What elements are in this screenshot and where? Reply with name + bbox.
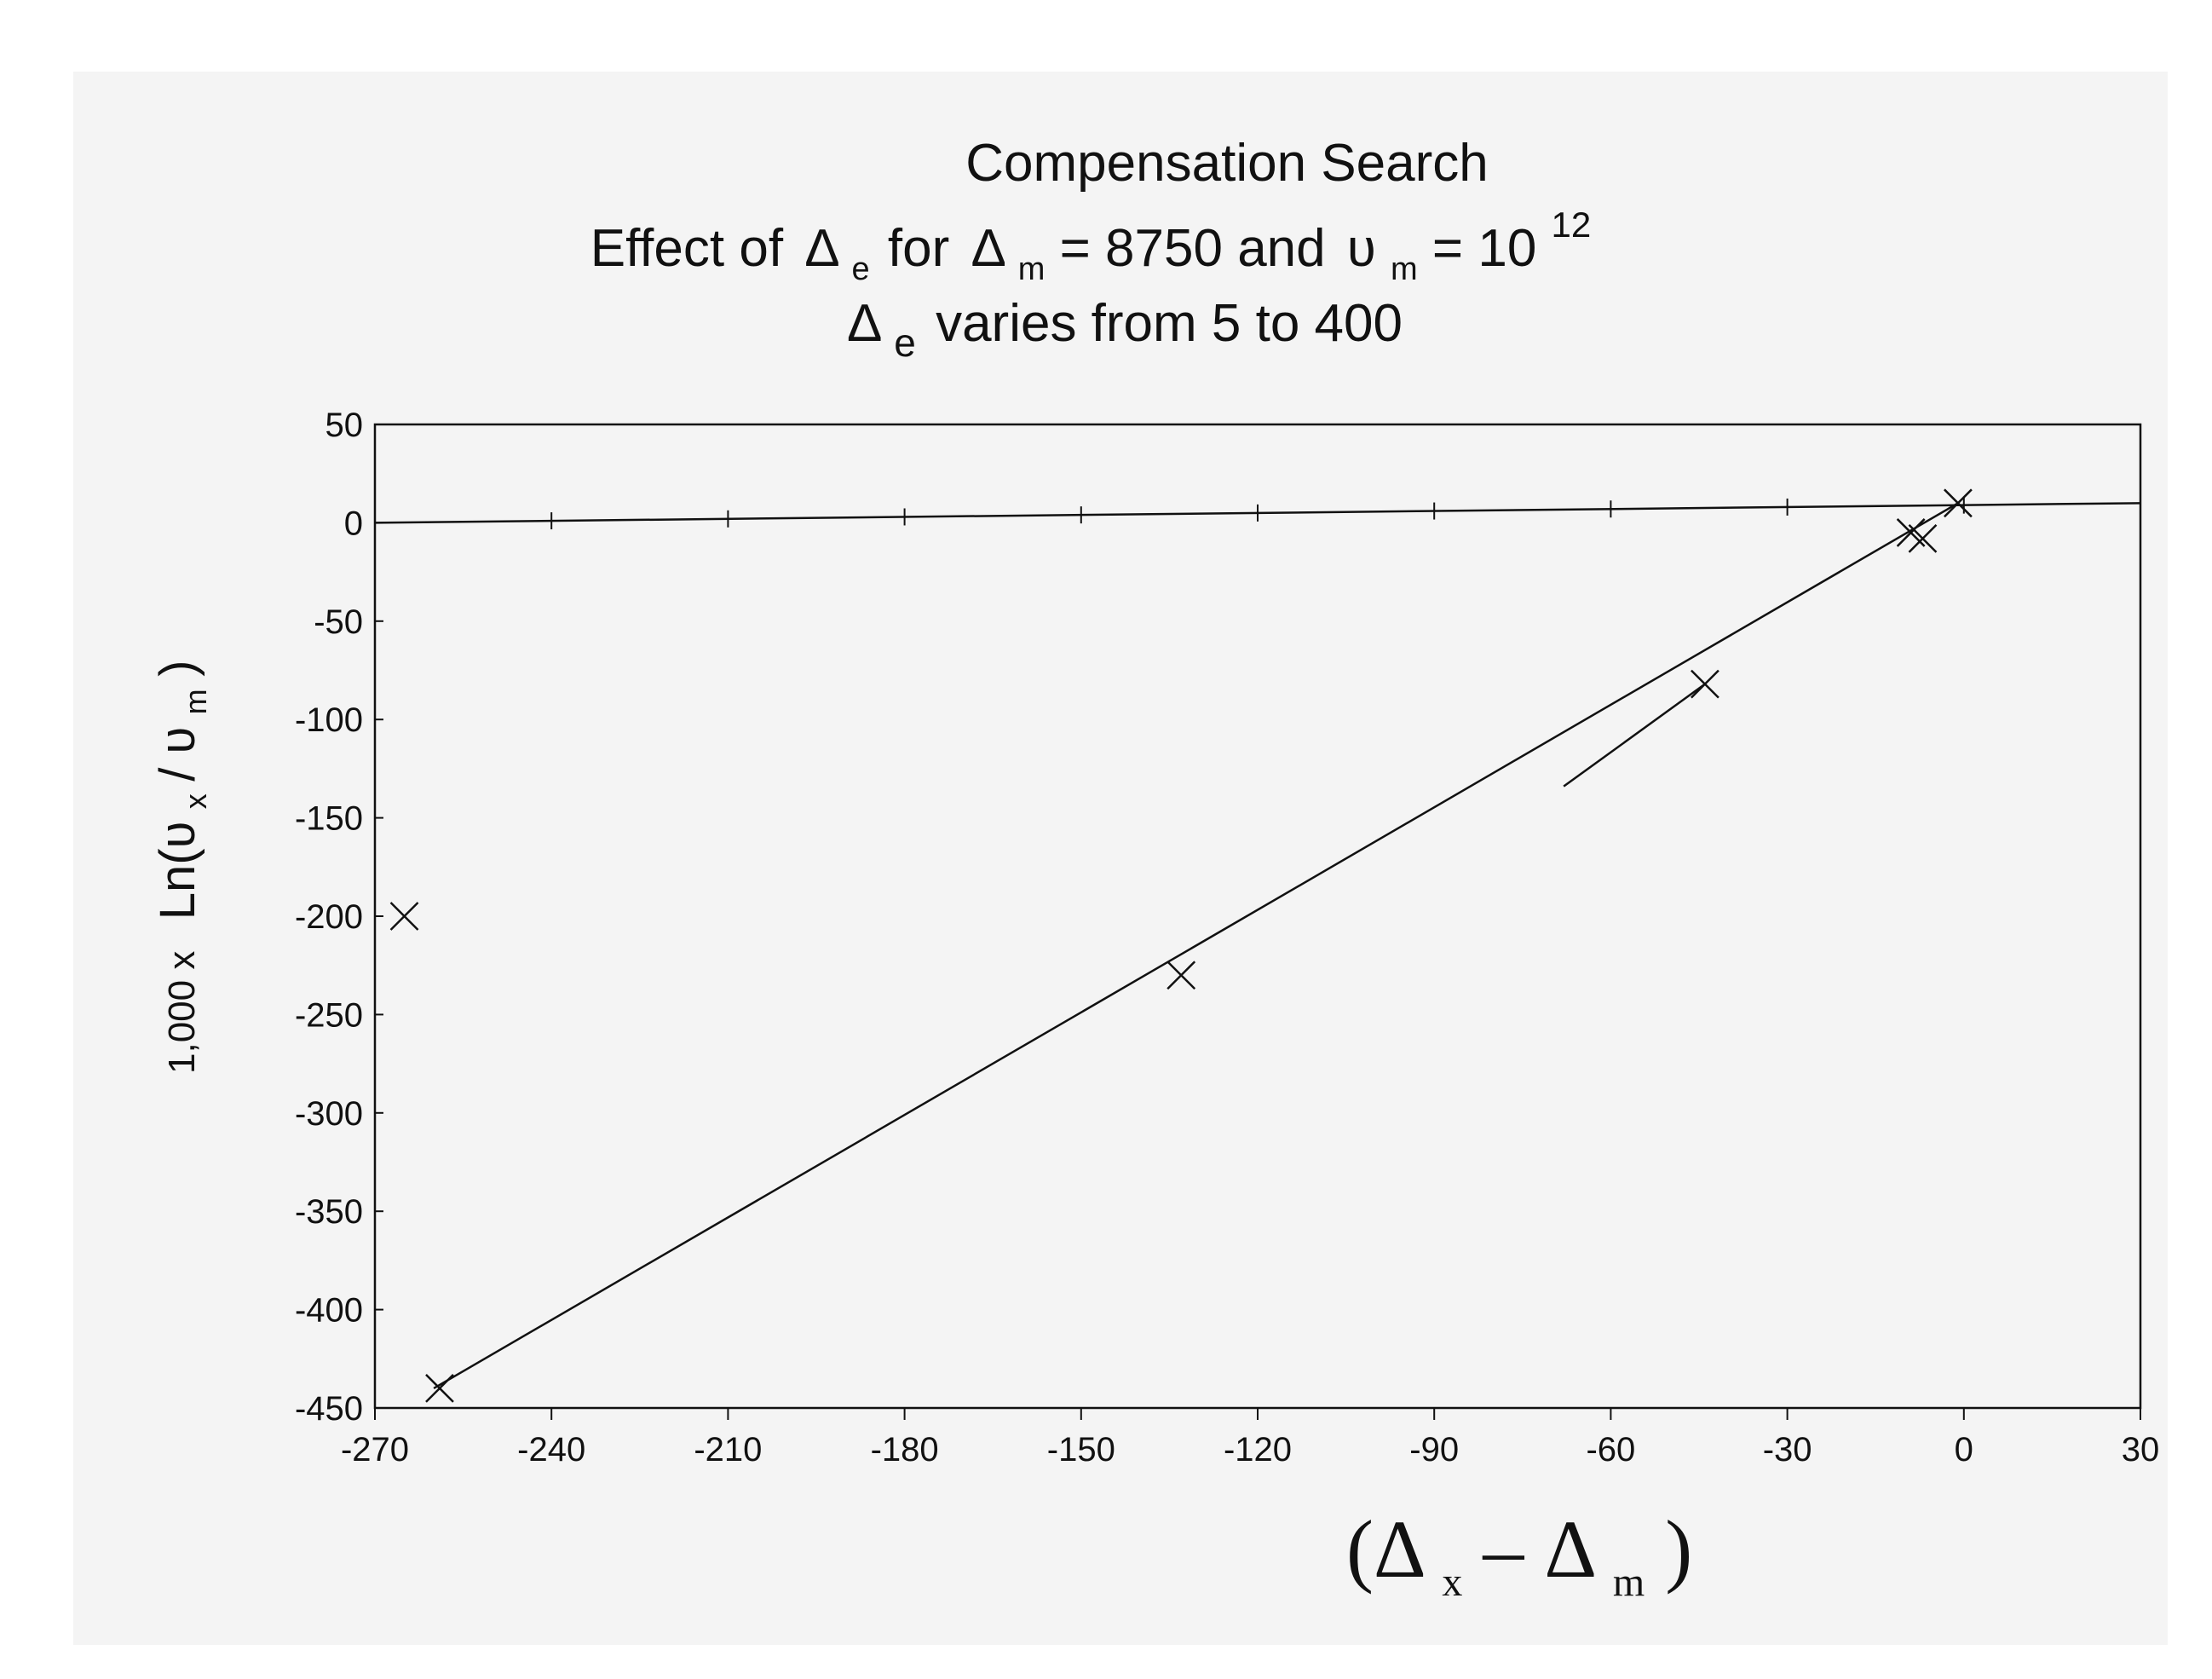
ylabel-ln: Ln(υ	[150, 822, 205, 920]
y-tick-label: -400	[295, 1292, 363, 1330]
markers	[389, 488, 1973, 1403]
data-point-stroke	[1896, 518, 1926, 547]
y-axis-label: 1,000 x Ln(υ x / υ m )	[150, 661, 216, 1074]
x-tick-label: 0	[1955, 1431, 1973, 1468]
x-tick-label: -270	[341, 1431, 409, 1468]
y-tick-label: 50	[325, 407, 364, 444]
plot-area	[373, 423, 2142, 1410]
x-tick-label: -180	[871, 1431, 939, 1468]
y-tick-label: -100	[295, 701, 363, 739]
subtitle-sub-e: e	[852, 251, 870, 287]
y-tick-label: -350	[295, 1193, 363, 1231]
subtitle2-delta: Δ	[847, 294, 881, 353]
subtitle-delta-m: Δ	[971, 219, 1005, 278]
subtitle-sup: 12	[1552, 205, 1592, 245]
data-point-stroke	[389, 902, 419, 931]
data-point-stroke	[1908, 523, 1938, 553]
subtitle-sub-m: m	[1018, 251, 1046, 287]
subtitle-upsilon: υ	[1347, 219, 1376, 278]
chart-title: Compensation Search	[965, 134, 1488, 193]
data-point	[389, 902, 419, 931]
subtitle-delta-e: Δ	[804, 219, 838, 278]
data-point	[1908, 523, 1938, 553]
lines	[374, 496, 2141, 1390]
y-tick-label: -150	[295, 800, 363, 838]
ylabel-sub-x: x	[178, 793, 213, 809]
x-ticks: -270 -240 -210 -180 -150 -120 -90 -60 -30 0 30	[341, 1408, 2159, 1468]
ylabel-prefix: 1,000 x	[161, 951, 203, 1074]
data-point-stroke	[1944, 488, 1973, 518]
subtitle-eq2: = 10	[1432, 219, 1536, 278]
data-point-stroke	[1166, 961, 1196, 990]
y-tick-label: -50	[314, 603, 363, 641]
ylabel-close: )	[150, 661, 205, 677]
data-point	[1166, 961, 1196, 990]
xlabel-mid: – Δ	[1482, 1503, 1594, 1595]
x-tick-label: -90	[1409, 1431, 1459, 1468]
xlabel-open: (Δ	[1346, 1503, 1424, 1595]
y-tick-label: -200	[295, 898, 363, 936]
x-tick-label: -240	[517, 1431, 585, 1468]
chart-subtitle-2: Δ e varies from 5 to 400	[847, 294, 1403, 368]
data-point	[425, 1374, 454, 1403]
y-tick-label: -450	[295, 1390, 363, 1428]
ylabel-slash: / υ	[150, 727, 205, 782]
ylabel-sub-m: m	[178, 689, 213, 714]
x-tick-label: -150	[1047, 1431, 1115, 1468]
subtitle-sub-m2: m	[1391, 251, 1418, 287]
xlabel-sub-x: x	[1442, 1560, 1462, 1605]
data-point-stroke	[425, 1374, 454, 1403]
y-tick-label: 0	[344, 505, 363, 542]
x-tick-label: 30	[2122, 1431, 2160, 1468]
subtitle-eq1: = 8750 and	[1060, 219, 1326, 278]
figure-panel	[73, 72, 2168, 1645]
x-tick-label: -120	[1224, 1431, 1292, 1468]
fit-line	[433, 502, 1959, 1390]
data-point	[1944, 488, 1973, 518]
x-tick-label: -210	[694, 1431, 762, 1468]
xlabel-close: )	[1665, 1503, 1692, 1595]
x-tick-label: -30	[1763, 1431, 1812, 1468]
subtitle2-text: varies from 5 to 400	[936, 294, 1403, 353]
xlabel-sub-m: m	[1613, 1560, 1645, 1605]
data-point-stroke	[1691, 669, 1719, 699]
y-tick-label: -300	[295, 1095, 363, 1133]
subtitle-for: for	[888, 219, 949, 278]
data-point	[1691, 669, 1719, 699]
x-axis-label: (Δ x – Δ m )	[1346, 1503, 1692, 1613]
subtitle-prefix: Effect of	[590, 219, 784, 278]
subtitle2-sub-e: e	[894, 320, 916, 365]
arrow-line	[1563, 683, 1706, 788]
x-tick-label: -60	[1586, 1431, 1635, 1468]
chart-subtitle: Effect of Δ e for Δ m = 8750 and υ m = 1…	[590, 205, 1592, 291]
y-ticks: 50 0 -50 -100 -150 -200 -250 -300 -350 -400 -450	[295, 407, 383, 1428]
y-tick-label: -250	[295, 996, 363, 1034]
